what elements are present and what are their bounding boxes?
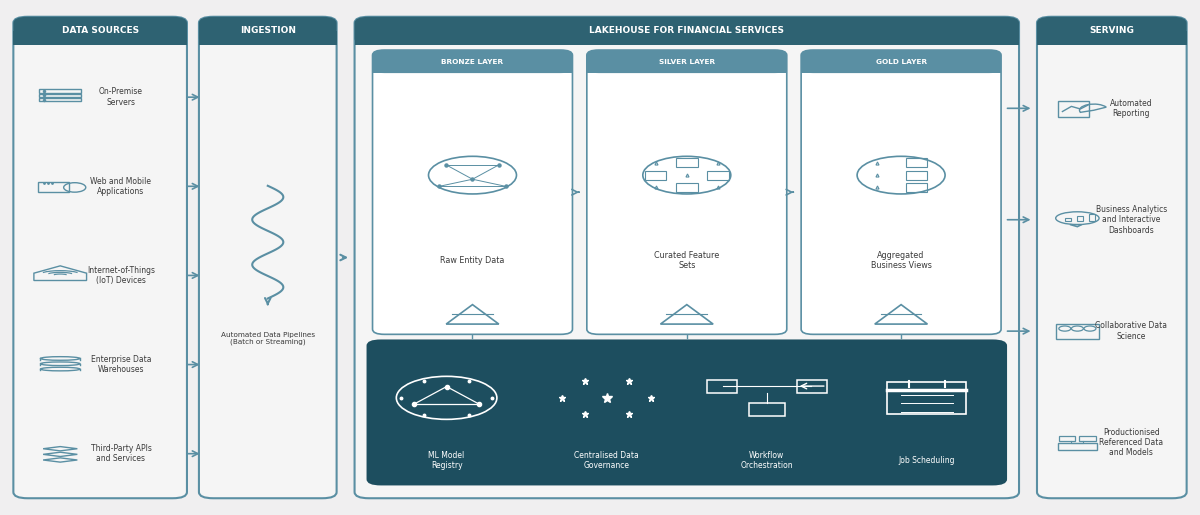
FancyBboxPatch shape — [802, 50, 1001, 73]
Text: Business Analytics
and Interactive
Dashboards: Business Analytics and Interactive Dashb… — [1096, 205, 1166, 235]
Bar — [40, 98, 82, 101]
FancyBboxPatch shape — [354, 17, 1019, 45]
Bar — [906, 183, 928, 192]
Text: Collaborative Data
Science: Collaborative Data Science — [1096, 321, 1168, 341]
FancyBboxPatch shape — [199, 17, 337, 45]
Text: INGESTION: INGESTION — [240, 26, 295, 36]
Text: Curated Feature
Sets: Curated Feature Sets — [654, 251, 720, 270]
Bar — [676, 158, 697, 167]
Bar — [802, 62, 1001, 73]
Text: Workflow
Orchestration: Workflow Orchestration — [740, 451, 793, 470]
Bar — [707, 380, 737, 393]
Text: ML Model
Registry: ML Model Registry — [428, 451, 464, 470]
FancyBboxPatch shape — [802, 50, 1001, 334]
Bar — [587, 62, 787, 73]
Bar — [199, 31, 337, 45]
Text: Job Scheduling: Job Scheduling — [899, 456, 955, 465]
Bar — [797, 380, 827, 393]
Text: SERVING: SERVING — [1090, 26, 1134, 36]
FancyBboxPatch shape — [354, 17, 1019, 498]
FancyBboxPatch shape — [587, 50, 787, 334]
Text: Enterprise Data
Warehouses: Enterprise Data Warehouses — [91, 355, 151, 374]
Bar — [1037, 31, 1187, 45]
Text: Third-Party APIs
and Services: Third-Party APIs and Services — [90, 444, 151, 464]
Bar — [1076, 216, 1084, 221]
Text: GOLD LAYER: GOLD LAYER — [876, 59, 926, 64]
Bar — [38, 182, 70, 193]
Bar — [1058, 436, 1075, 441]
FancyBboxPatch shape — [13, 17, 187, 45]
Text: Raw Entity Data: Raw Entity Data — [440, 256, 505, 265]
FancyBboxPatch shape — [1037, 17, 1187, 498]
Bar — [1064, 218, 1072, 221]
Bar — [707, 170, 728, 180]
Text: LAKEHOUSE FOR FINANCIAL SERVICES: LAKEHOUSE FOR FINANCIAL SERVICES — [589, 26, 785, 36]
Text: BRONZE LAYER: BRONZE LAYER — [442, 59, 504, 64]
Bar — [13, 31, 187, 45]
Bar — [1058, 442, 1097, 450]
FancyBboxPatch shape — [199, 17, 337, 498]
Bar — [749, 403, 785, 416]
Text: SILVER LAYER: SILVER LAYER — [659, 59, 715, 64]
Bar — [1058, 100, 1090, 116]
FancyBboxPatch shape — [366, 339, 1007, 486]
Text: On-Premise
Servers: On-Premise Servers — [98, 88, 143, 107]
Bar — [1056, 324, 1099, 338]
Text: Automated Data Pipelines
(Batch or Streaming): Automated Data Pipelines (Batch or Strea… — [221, 332, 314, 345]
Bar — [40, 90, 82, 93]
Text: Centralised Data
Governance: Centralised Data Governance — [575, 451, 640, 470]
Bar — [906, 158, 928, 167]
FancyBboxPatch shape — [372, 50, 572, 334]
FancyBboxPatch shape — [13, 17, 187, 498]
Bar — [906, 170, 928, 180]
Bar — [372, 62, 572, 73]
Bar — [644, 170, 666, 180]
Bar — [1080, 436, 1097, 441]
Bar — [1088, 214, 1096, 221]
Bar — [40, 94, 82, 97]
Text: Automated
Reporting: Automated Reporting — [1110, 98, 1152, 118]
Text: DATA SOURCES: DATA SOURCES — [61, 26, 139, 36]
Bar — [676, 183, 697, 192]
FancyBboxPatch shape — [587, 50, 787, 73]
FancyBboxPatch shape — [1037, 17, 1187, 45]
Text: Web and Mobile
Applications: Web and Mobile Applications — [90, 177, 151, 196]
Text: Aggregated
Business Views: Aggregated Business Views — [871, 251, 931, 270]
FancyBboxPatch shape — [372, 50, 572, 73]
Bar — [888, 383, 966, 414]
Bar — [354, 31, 1019, 45]
Text: Internet-of-Things
(IoT) Devices: Internet-of-Things (IoT) Devices — [86, 266, 155, 285]
Text: Productionised
Referenced Data
and Models: Productionised Referenced Data and Model… — [1099, 427, 1163, 457]
